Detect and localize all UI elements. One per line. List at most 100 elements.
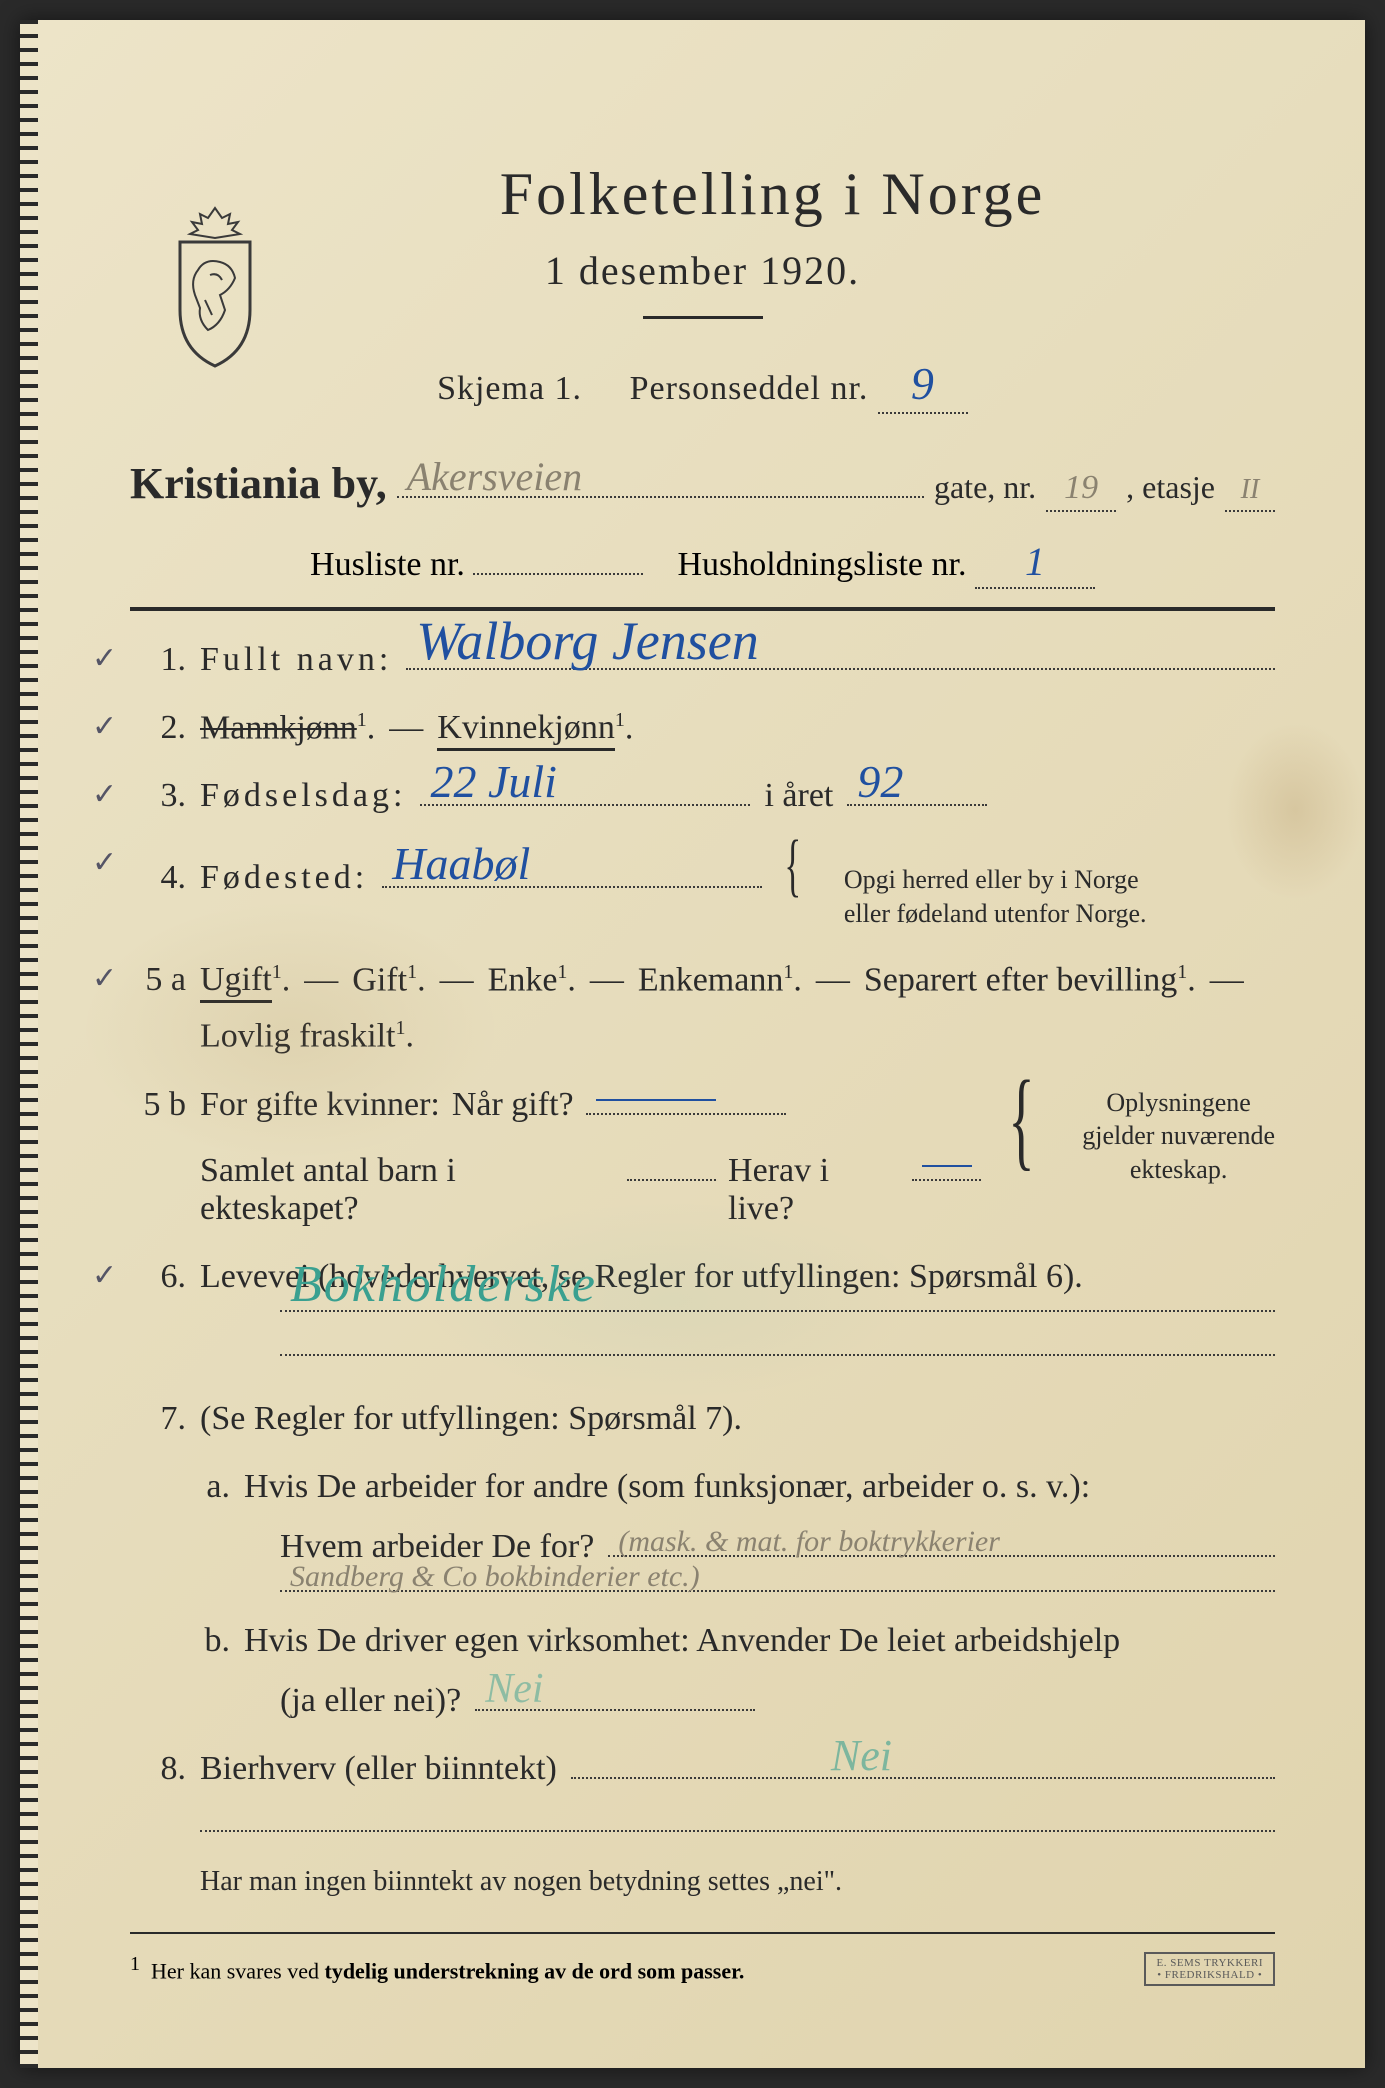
note-text: Har man ingen biinntekt av nogen betydni…: [200, 1866, 842, 1898]
q4-note: Opgi herred eller by i Norgeeller fødela…: [844, 863, 1147, 931]
q5a-opt-enkemann: Enkemann1.: [638, 961, 802, 999]
q7a-text: Hvis De arbeider for andre (som funksjon…: [244, 1468, 1090, 1506]
form-date: 1 desember 1920.: [130, 247, 1275, 294]
brace-icon: {: [785, 845, 802, 887]
q3-label: Fødselsdag:: [200, 777, 406, 815]
q2-row: ✓ 2. Mannkjønn1. — Kvinnekjønn1.: [130, 709, 1275, 747]
q7a-row: a. Hvis De arbeider for andre (som funks…: [200, 1468, 1275, 1506]
footnote-text: 1 Her kan svares ved tydelig understrekn…: [130, 1953, 744, 1984]
dash: —: [389, 709, 423, 747]
q6-blank-row: [280, 1352, 1275, 1356]
q4-value: Haabøl: [392, 837, 530, 890]
q7a-q-row2: Sandberg & Co bokbinderier etc.): [280, 1588, 1275, 1592]
q7a-value2: Sandberg & Co bokbinderier etc.): [290, 1560, 700, 1594]
form-number-line: Skjema 1. Personseddel nr. 9: [130, 357, 1275, 414]
q5b-barn-field: [627, 1177, 716, 1181]
blank-field: [280, 1352, 1275, 1356]
street-value: Akersveien: [407, 453, 582, 500]
q-number: 8.: [130, 1750, 186, 1788]
etasje-label: , etasje: [1126, 469, 1215, 506]
q7b-value: Nei: [485, 1665, 543, 1713]
q-number: 6.: [130, 1258, 186, 1296]
q-number: 1.: [130, 641, 186, 679]
q4-field: Haabøl: [382, 884, 762, 888]
paper-stain: [1225, 720, 1365, 900]
blank-field: [200, 1828, 1275, 1832]
footnote-row: 1 Her kan svares ved tydelig understrekn…: [130, 1952, 1275, 1986]
q2-opt-mann: Mannkjønn1.: [200, 709, 375, 747]
q-number: 3.: [130, 777, 186, 815]
husholdning-nr-field: 1: [975, 538, 1095, 589]
personseddel-nr-field: 9: [878, 357, 968, 414]
q1-value: Walborg Jensen: [416, 610, 758, 672]
q1-field: Walborg Jensen: [406, 666, 1275, 670]
q8-label: Bierhverv (eller biinntekt): [200, 1750, 557, 1788]
norway-coat-of-arms-icon: [150, 200, 280, 370]
q1-label: Fullt navn:: [200, 641, 392, 679]
city-label: Kristiania by,: [130, 458, 387, 509]
q7b-field: Nei: [475, 1707, 755, 1711]
dash-mark: [922, 1165, 972, 1167]
checkmark-icon: ✓: [92, 777, 117, 812]
paper-stain: [80, 900, 500, 1160]
q8-field: Nei: [571, 1775, 1275, 1779]
divider: [130, 1932, 1275, 1934]
brace-icon: {: [1009, 1086, 1035, 1152]
printer-stamp: E. SEMS TRYKKERI• FREDRIKSHALD •: [1144, 1952, 1275, 1986]
q7b-row: b. Hvis De driver egen virksomhet: Anven…: [200, 1622, 1275, 1660]
street-field: Akersveien: [397, 494, 924, 498]
q5b-live-field: [912, 1177, 981, 1181]
note-row: Har man ingen biinntekt av nogen betydni…: [200, 1866, 1275, 1898]
gate-nr-field: 19: [1046, 461, 1116, 512]
q3-row: ✓ 3. Fødselsdag: 22 Juli i året 92: [130, 777, 1275, 815]
checkmark-icon: ✓: [92, 641, 117, 676]
q4-label: Fødested:: [200, 859, 368, 897]
dash-mark: [596, 1099, 716, 1101]
checkmark-icon: ✓: [92, 709, 117, 744]
husliste-nr-field: [473, 571, 643, 575]
q5a-opt-separert: Separert efter bevilling1.: [864, 961, 1196, 999]
gate-label: gate, nr.: [934, 469, 1036, 506]
husholdning-nr-value: 1: [1025, 539, 1045, 584]
census-form-page: Folketelling i Norge 1 desember 1920. Sk…: [20, 20, 1365, 2068]
personseddel-label: Personseddel nr.: [630, 370, 869, 407]
form-title: Folketelling i Norge: [270, 160, 1275, 229]
husholdning-label: Husholdningsliste nr.: [677, 546, 966, 583]
q1-row: ✓ 1. Fullt navn: Walborg Jensen: [130, 641, 1275, 679]
q7b-q-row: (ja eller nei)? Nei: [280, 1682, 1275, 1720]
q5a-opt-enke: Enke1.: [488, 961, 576, 999]
q3-year-field: 92: [847, 802, 987, 806]
q8-value: Nei: [831, 1730, 892, 1781]
q-number: 7.: [130, 1400, 186, 1438]
q2-opt-kvinne: Kvinnekjønn1.: [437, 709, 633, 747]
q6-value: Bokholderske: [290, 1255, 597, 1314]
q7b-text: Hvis De driver egen virksomhet: Anvender…: [244, 1622, 1120, 1660]
q-number: 2.: [130, 709, 186, 747]
q5b-note: Oplysningene gjelder nuværende ekteskap.: [1082, 1086, 1275, 1187]
q7b-q-label: (ja eller nei)?: [280, 1682, 461, 1720]
checkmark-icon: ✓: [92, 961, 117, 996]
checkmark-icon: ✓: [92, 845, 117, 880]
husliste-label: Husliste nr.: [310, 546, 465, 583]
divider: [643, 316, 763, 319]
q7a-field2: Sandberg & Co bokbinderier etc.): [280, 1588, 1275, 1592]
location-line: Kristiania by, Akersveien gate, nr. 19 ,…: [130, 458, 1275, 512]
sub-letter: a.: [200, 1468, 230, 1506]
etasje-field: II: [1225, 461, 1275, 512]
sub-letter: b.: [200, 1622, 230, 1660]
form-header: Folketelling i Norge 1 desember 1920. Sk…: [130, 160, 1275, 414]
q7a-value1: (mask. & mat. for boktrykkerier: [618, 1525, 1000, 1559]
husliste-line: Husliste nr. Husholdningsliste nr. 1: [130, 538, 1275, 589]
gate-nr-value: 19: [1064, 469, 1098, 506]
q6-field: Bokholderske: [280, 1308, 1275, 1312]
q3-year-value: 92: [857, 755, 903, 808]
q8-blank-row: [200, 1828, 1275, 1832]
etasje-value: II: [1241, 474, 1260, 505]
skjema-label: Skjema 1.: [437, 370, 582, 407]
q8-row: 8. Bierhverv (eller biinntekt) Nei: [130, 1750, 1275, 1788]
q-number: 4.: [130, 859, 186, 897]
q7-row: 7. (Se Regler for utfyllingen: Spørsmål …: [130, 1400, 1275, 1438]
checkmark-icon: ✓: [92, 1258, 117, 1293]
q5b-naar-field: [586, 1111, 786, 1115]
q3-day-field: 22 Juli: [420, 802, 750, 806]
